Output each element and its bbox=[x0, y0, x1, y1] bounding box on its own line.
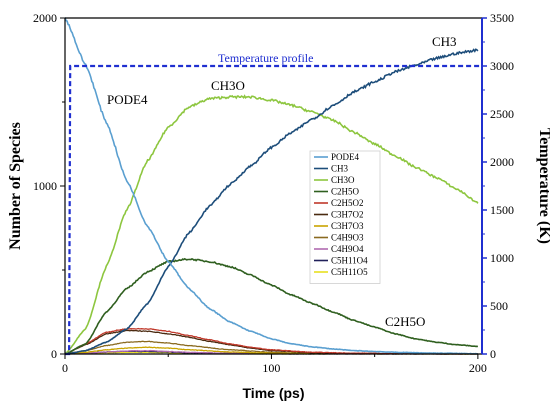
x-axis-title: Time (ps) bbox=[243, 385, 305, 401]
legend-label-ch3o: CH3O bbox=[331, 175, 355, 185]
legend-label-c2h5o2: C2H5O2 bbox=[331, 198, 364, 208]
y-right-tick-label: 3500 bbox=[490, 11, 514, 25]
series-line-c2h5o2 bbox=[64, 327, 479, 355]
legend-label-ch3: CH3 bbox=[331, 164, 349, 174]
y-right-tick-label: 0 bbox=[490, 347, 496, 361]
y-right-tick-label: 2500 bbox=[490, 107, 514, 121]
series-line-ch3 bbox=[64, 48, 479, 355]
annotation-ch3: CH3 bbox=[432, 34, 457, 49]
legend-label-c4h9o4: C4H9O4 bbox=[331, 244, 364, 254]
legend-box bbox=[309, 150, 381, 284]
annotation-pode4: PODE4 bbox=[107, 92, 148, 107]
y-right-axis-title: Temperature (K) bbox=[536, 128, 550, 244]
y-right-tick-label: 500 bbox=[490, 299, 508, 313]
y-tick-label: 0 bbox=[51, 347, 57, 361]
y-tick-label: 1000 bbox=[33, 179, 57, 193]
x-tick-label: 0 bbox=[62, 361, 68, 375]
y-right-tick-label: 1000 bbox=[490, 251, 514, 265]
legend-label-c5h11o4: C5H11O4 bbox=[331, 256, 368, 266]
annotation-temperature-profile: Temperature profile bbox=[218, 51, 313, 65]
y-tick-label: 2000 bbox=[33, 11, 57, 25]
y-right-tick-label: 1500 bbox=[490, 203, 514, 217]
legend-label-c5h11o5: C5H11O5 bbox=[331, 267, 368, 277]
legend-label-c3h7o3: C3H7O3 bbox=[331, 221, 364, 231]
y-right-tick-label: 2000 bbox=[490, 155, 514, 169]
y-axis-title: Number of Species bbox=[7, 122, 24, 250]
series-line-pode4 bbox=[64, 17, 478, 355]
legend-label-c2h5o: C2H5O bbox=[331, 187, 360, 197]
annotation-ch3o: CH3O bbox=[211, 78, 245, 93]
y-right-tick-label: 3000 bbox=[490, 59, 514, 73]
annotation-c2h5o: C2H5O bbox=[385, 314, 425, 329]
x-tick-label: 100 bbox=[262, 361, 280, 375]
legend-label-c3h7o2: C3H7O2 bbox=[331, 210, 364, 220]
x-tick-label: 200 bbox=[469, 361, 487, 375]
legend-label-c4h9o3: C4H9O3 bbox=[331, 233, 364, 243]
series-line-c2h5o bbox=[64, 257, 479, 355]
legend-label-pode4: PODE4 bbox=[331, 152, 360, 162]
